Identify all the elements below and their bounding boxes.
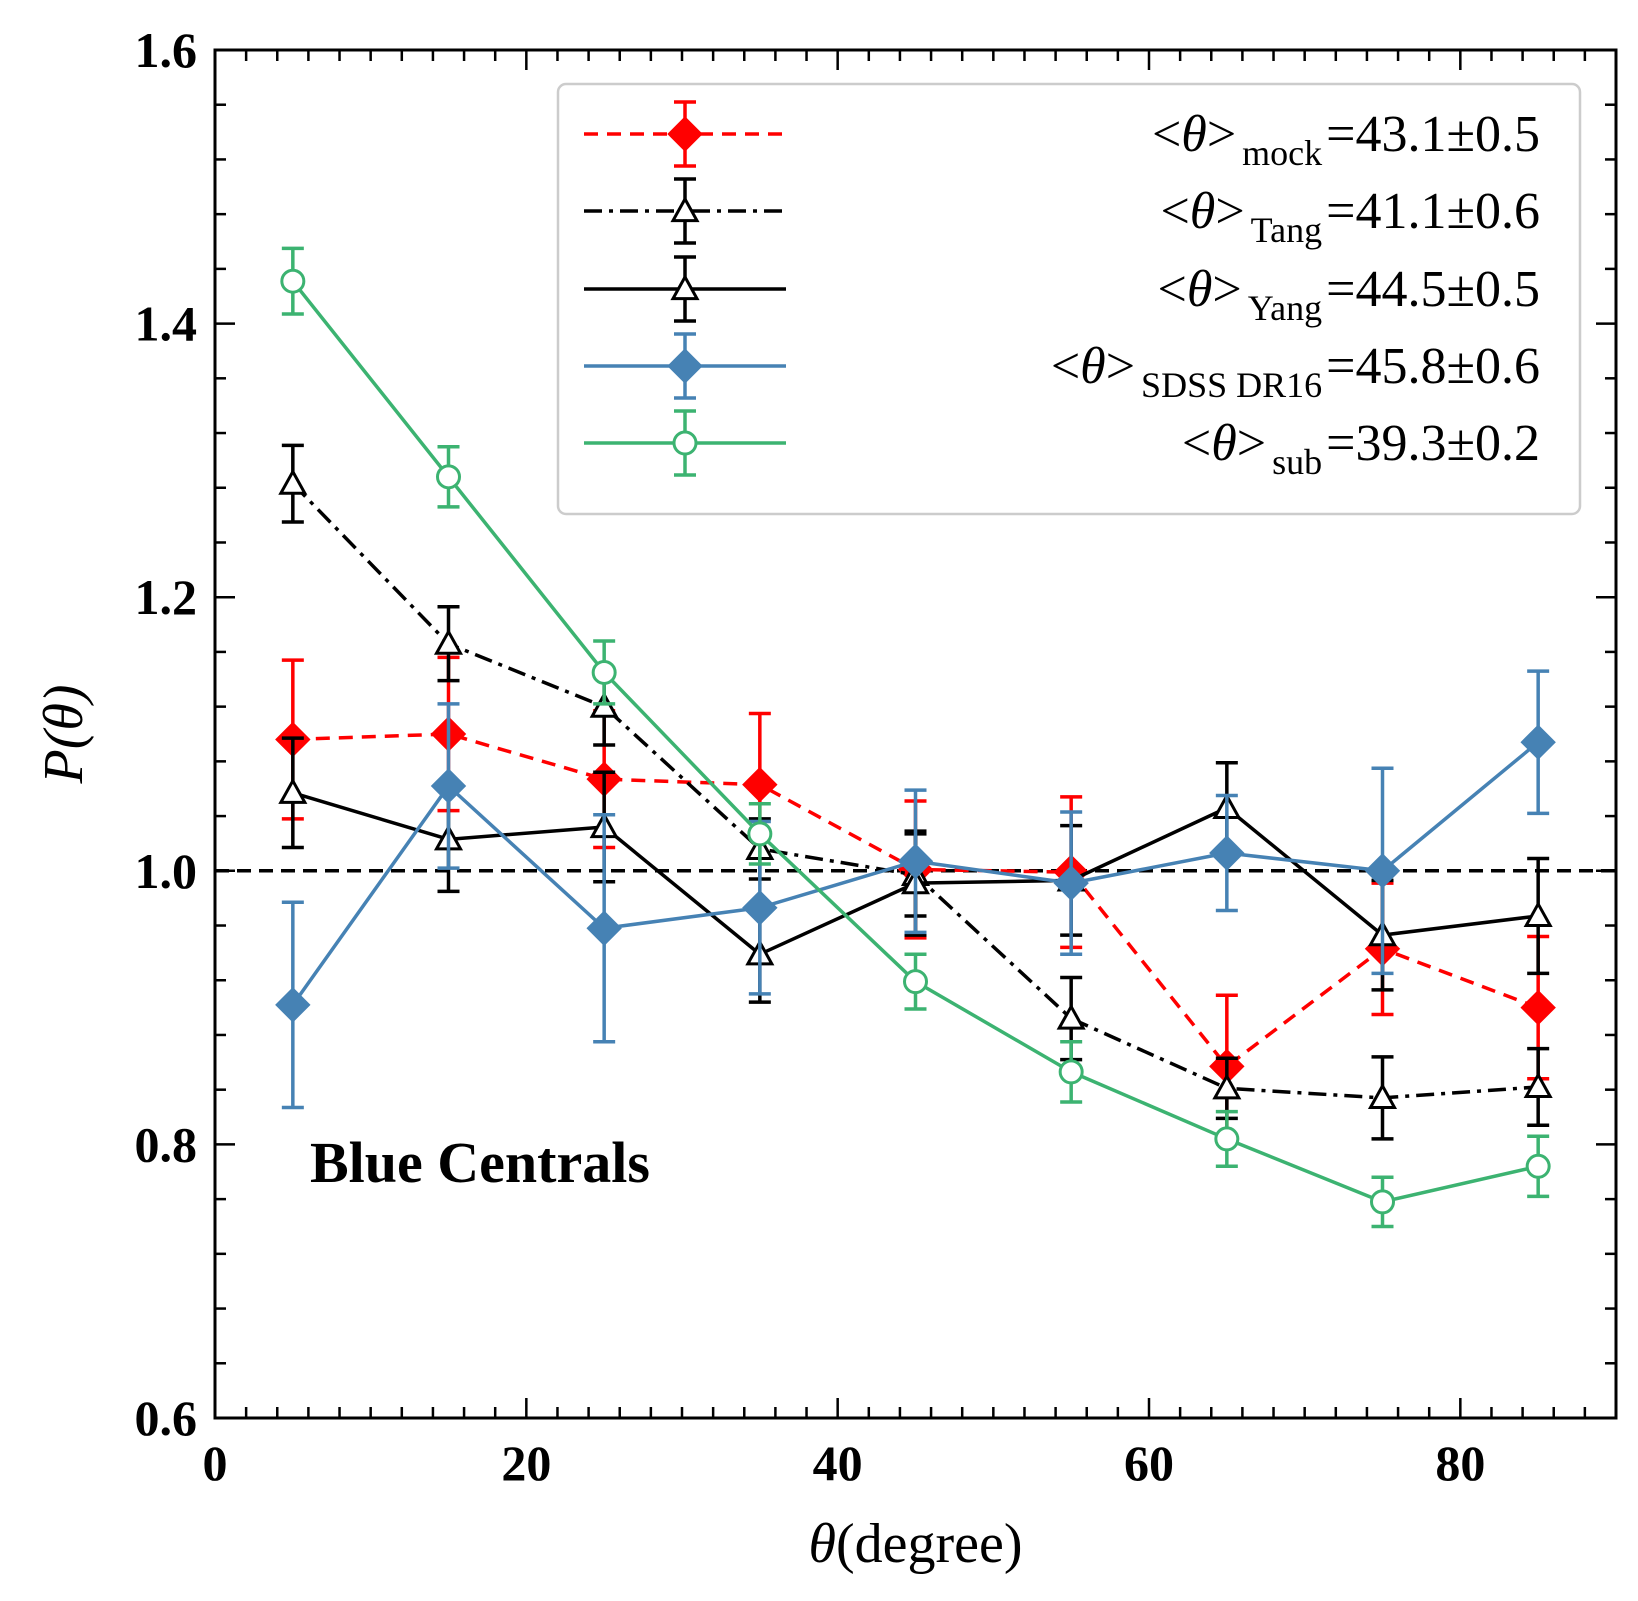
data-point-sdss-dr16 bbox=[430, 768, 467, 804]
data-point-sub bbox=[591, 659, 617, 685]
legend-label-value: =44.5±0.5 bbox=[1326, 261, 1540, 318]
data-point-sub bbox=[1214, 1126, 1240, 1152]
y-axis-label: P(θ) bbox=[33, 684, 95, 784]
data-point-sdss-dr16 bbox=[586, 910, 622, 946]
legend-label-value: =39.3±0.2 bbox=[1326, 415, 1540, 472]
legend-marker-mock bbox=[667, 116, 703, 152]
y-tick-label: 1.4 bbox=[135, 296, 198, 352]
legend-label-theta: θ bbox=[1211, 415, 1237, 472]
annotation-blue-centrals: Blue Centrals bbox=[310, 1130, 650, 1195]
data-point-yang bbox=[1523, 900, 1553, 928]
series-layer bbox=[275, 246, 1556, 1229]
data-point-mock bbox=[1520, 989, 1556, 1026]
legend-label-tang: <θ> Tang=41.1±0.6 bbox=[1160, 183, 1540, 250]
x-tick-label: 0 bbox=[203, 1435, 228, 1491]
legend-label-subscript: Tang bbox=[1251, 210, 1322, 250]
x-axis-label: θ(degree) bbox=[808, 1513, 1022, 1575]
series-sdss-dr16 bbox=[275, 669, 1556, 1110]
legend-label-bracket: > bbox=[1212, 261, 1241, 318]
legend-label-bracket: > bbox=[1215, 183, 1244, 240]
legend-entry-mock: <θ> mock=43.1±0.5 bbox=[584, 100, 1540, 173]
legend-label-sdss-dr16: <θ> SDSS DR16=45.8±0.6 bbox=[1051, 338, 1540, 405]
legend-label-subscript: SDSS DR16 bbox=[1141, 365, 1322, 405]
data-point-sub bbox=[1525, 1153, 1551, 1179]
legend-entry-tang: <θ> Tang=41.1±0.6 bbox=[584, 177, 1540, 250]
legend-label-sub: <θ> sub=39.3±0.2 bbox=[1182, 415, 1540, 482]
data-point-sub bbox=[1058, 1059, 1084, 1085]
data-point-sub bbox=[280, 268, 306, 294]
data-point-sub bbox=[1370, 1189, 1395, 1215]
y-tick-label: 1.2 bbox=[135, 569, 198, 625]
series-sub bbox=[280, 246, 1551, 1229]
legend-label-theta: θ bbox=[1187, 261, 1213, 318]
legend-label-mock: <θ> mock=43.1±0.5 bbox=[1152, 106, 1540, 173]
y-tick-label: 0.6 bbox=[135, 1390, 198, 1446]
data-point-sdss-dr16 bbox=[897, 843, 934, 879]
legend-marker-tang bbox=[670, 195, 700, 223]
legend-label-prefix: < bbox=[1051, 338, 1080, 395]
data-point-sdss-dr16 bbox=[275, 987, 311, 1023]
legend-entry-sub: <θ> sub=39.3±0.2 bbox=[584, 409, 1540, 482]
legend-label-bracket: > bbox=[1106, 338, 1135, 395]
data-point-tang bbox=[278, 468, 308, 495]
legend-entry-yang: <θ> Yang=44.5±0.5 bbox=[584, 255, 1540, 328]
data-point-tang bbox=[433, 628, 464, 655]
x-axis-label-theta: θ bbox=[808, 1513, 836, 1575]
legend-label-subscript: mock bbox=[1242, 133, 1322, 173]
x-tick-label: 80 bbox=[1435, 1435, 1485, 1491]
data-point-tang bbox=[1367, 1082, 1398, 1109]
data-point-yang bbox=[278, 777, 308, 804]
legend-label-value: =43.1±0.5 bbox=[1326, 106, 1540, 163]
y-tick-label: 0.8 bbox=[135, 1116, 198, 1172]
legend-label-theta: θ bbox=[1181, 106, 1207, 163]
legend-label-prefix: < bbox=[1182, 415, 1211, 472]
legend-marker-sdss-dr16 bbox=[667, 348, 703, 384]
data-point-sdss-dr16 bbox=[1053, 865, 1089, 901]
legend-marker-sub bbox=[672, 430, 698, 456]
data-point-sdss-dr16 bbox=[1364, 853, 1401, 889]
legend-label-yang: <θ> Yang=44.5±0.5 bbox=[1158, 261, 1540, 328]
legend-label-bracket: > bbox=[1207, 106, 1236, 163]
y-tick-label: 1.6 bbox=[135, 22, 198, 78]
legend-box bbox=[556, 82, 1582, 516]
data-point-sdss-dr16 bbox=[742, 890, 778, 926]
x-axis-label-rest: (degree) bbox=[836, 1513, 1023, 1575]
data-point-tang bbox=[1212, 1073, 1242, 1100]
legend: <θ> mock=43.1±0.5<θ> Tang=41.1±0.6<θ> Yang=… bbox=[556, 82, 1582, 516]
legend-label-prefix: < bbox=[1158, 261, 1187, 318]
legend-marker-yang bbox=[670, 273, 700, 301]
data-point-tang bbox=[1056, 1003, 1086, 1030]
legend-label-subscript: sub bbox=[1272, 442, 1322, 482]
data-point-tang bbox=[1523, 1071, 1553, 1099]
plot-frame bbox=[213, 48, 1618, 1420]
x-tick-label: 40 bbox=[813, 1435, 863, 1491]
legend-label-prefix: < bbox=[1160, 183, 1189, 240]
data-point-sub bbox=[436, 464, 461, 490]
legend-label-theta: θ bbox=[1190, 183, 1216, 240]
legend-entry-sdss-dr16: <θ> SDSS DR16=45.8±0.6 bbox=[584, 332, 1540, 405]
x-tick-label: 20 bbox=[501, 1435, 551, 1491]
legend-label-bracket: > bbox=[1237, 415, 1266, 472]
data-point-mock bbox=[742, 766, 778, 803]
legend-label-subscript: Yang bbox=[1248, 288, 1322, 328]
legend-label-theta: θ bbox=[1080, 338, 1106, 395]
x-tick-label: 60 bbox=[1124, 1435, 1174, 1491]
data-point-sub bbox=[903, 969, 928, 995]
legend-label-value: =45.8±0.6 bbox=[1326, 338, 1540, 395]
data-point-sdss-dr16 bbox=[1209, 835, 1245, 871]
legend-label-prefix: < bbox=[1152, 106, 1181, 163]
y-tick-label: 1.0 bbox=[135, 843, 198, 899]
data-point-sdss-dr16 bbox=[1520, 724, 1556, 760]
legend-label-value: =41.1±0.6 bbox=[1326, 183, 1540, 240]
data-point-sub bbox=[747, 821, 773, 847]
tick-layer: 0 20 40 60 80 0.6 0.8 1.0 1.2 1.4 1.6 bbox=[135, 22, 1618, 1491]
